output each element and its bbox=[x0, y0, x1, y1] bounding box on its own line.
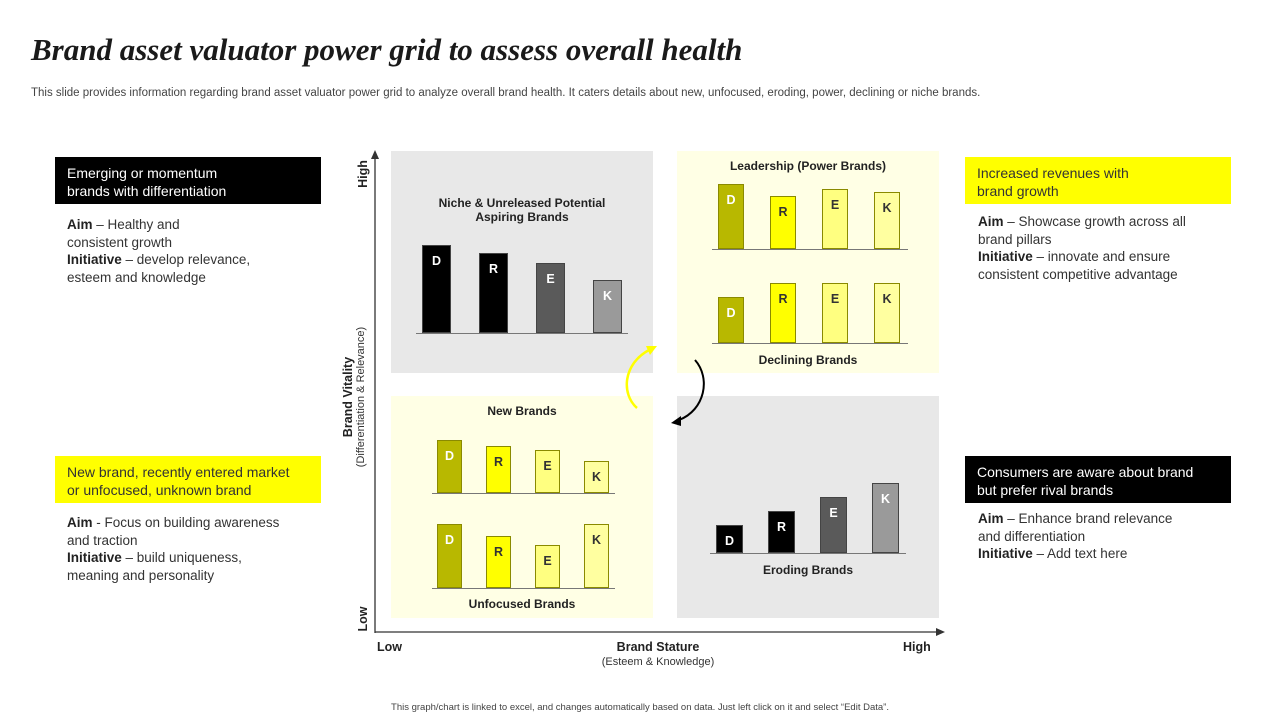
eroding-baseline bbox=[710, 553, 906, 554]
axes-svg bbox=[371, 150, 945, 636]
rival-brands-description: Aim – Enhance brand relevance and differ… bbox=[978, 511, 1173, 561]
y-axis-title: Brand Vitality bbox=[341, 356, 355, 438]
cycle-arrows bbox=[625, 346, 705, 426]
new-bar-r: R bbox=[486, 446, 511, 493]
unfocused-label: Unfocused Brands bbox=[468, 597, 576, 611]
black-cycle-arrow bbox=[678, 359, 705, 421]
declining-label: Declining Brands bbox=[758, 353, 858, 367]
eroding-bar-e: E bbox=[820, 497, 847, 553]
footer-note: This graph/chart is linked to excel, and… bbox=[391, 702, 889, 713]
niche-bar-k: K bbox=[593, 280, 622, 333]
y-axis-subtitle: (Differentiation & Relevance) bbox=[355, 326, 367, 468]
x-axis-high-label: High bbox=[903, 640, 931, 654]
unfocused-bar-e: E bbox=[535, 545, 560, 588]
niche-label: Niche & Unreleased Potential Aspiring Br… bbox=[438, 196, 606, 224]
y-axis-high-label: High bbox=[356, 160, 370, 188]
black-arrow-head bbox=[671, 416, 681, 426]
x-axis-title: Brand Stature bbox=[616, 640, 700, 654]
new-brand-banner: New brand, recently entered market or un… bbox=[55, 456, 321, 503]
new-label: New Brands bbox=[487, 404, 557, 418]
unfocused-baseline bbox=[432, 588, 615, 589]
rival-brands-banner: Consumers are aware about brand but pref… bbox=[965, 456, 1231, 503]
page-title: Brand asset valuator power grid to asses… bbox=[31, 32, 743, 67]
x-axis-low-label: Low bbox=[377, 640, 402, 654]
declining-bar-e: E bbox=[822, 283, 848, 343]
revenue-description: Aim – Showcase growth across all brand p… bbox=[978, 214, 1186, 282]
niche-baseline bbox=[416, 333, 628, 334]
leadership-bar-e: E bbox=[822, 189, 848, 249]
new-bar-d: D bbox=[437, 440, 462, 493]
page-subtitle: This slide provides information regardin… bbox=[31, 87, 981, 99]
revenue-banner: Increased revenues with brand growth bbox=[965, 157, 1231, 204]
new-brand-description: Aim - Focus on building awareness and tr… bbox=[67, 515, 280, 583]
new-baseline bbox=[432, 493, 615, 494]
y-axis-arrow bbox=[371, 150, 379, 159]
leadership-bar-r: R bbox=[770, 196, 796, 249]
niche-bar-e: E bbox=[536, 263, 565, 333]
leadership-bar-k: K bbox=[874, 192, 900, 249]
leadership-bar-d: D bbox=[718, 184, 744, 249]
declining-bar-r: R bbox=[770, 283, 796, 343]
yellow-cycle-arrow bbox=[625, 348, 650, 409]
new-bar-e: E bbox=[535, 450, 560, 493]
unfocused-bar-d: D bbox=[437, 524, 462, 588]
niche-bar-d: D bbox=[422, 245, 451, 333]
leadership-label: Leadership (Power Brands) bbox=[729, 159, 887, 173]
unfocused-bar-r: R bbox=[486, 536, 511, 588]
eroding-bar-d: D bbox=[716, 525, 743, 553]
emerging-banner: Emerging or momentum brands with differe… bbox=[55, 157, 321, 204]
x-axis-subtitle: (Esteem & Knowledge) bbox=[601, 656, 715, 668]
declining-bar-k: K bbox=[874, 283, 900, 343]
y-axis-low-label: Low bbox=[356, 606, 370, 632]
declining-baseline bbox=[712, 343, 908, 344]
new-bar-k: K bbox=[584, 461, 609, 493]
new-quadrant bbox=[391, 396, 653, 618]
emerging-description: Aim – Healthy and consistent growth Init… bbox=[67, 217, 251, 285]
y-axis-title-group: Brand Vitality (Differentiation & Releva… bbox=[341, 267, 371, 527]
yellow-arrow-head bbox=[646, 346, 657, 355]
declining-bar-d: D bbox=[718, 297, 744, 343]
eroding-label: Eroding Brands bbox=[762, 563, 853, 577]
x-axis-arrow bbox=[936, 628, 945, 636]
niche-bar-r: R bbox=[479, 253, 508, 333]
leadership-baseline bbox=[712, 249, 908, 250]
unfocused-bar-k: K bbox=[584, 524, 609, 588]
eroding-bar-r: R bbox=[768, 511, 795, 553]
eroding-bar-k: K bbox=[872, 483, 899, 553]
